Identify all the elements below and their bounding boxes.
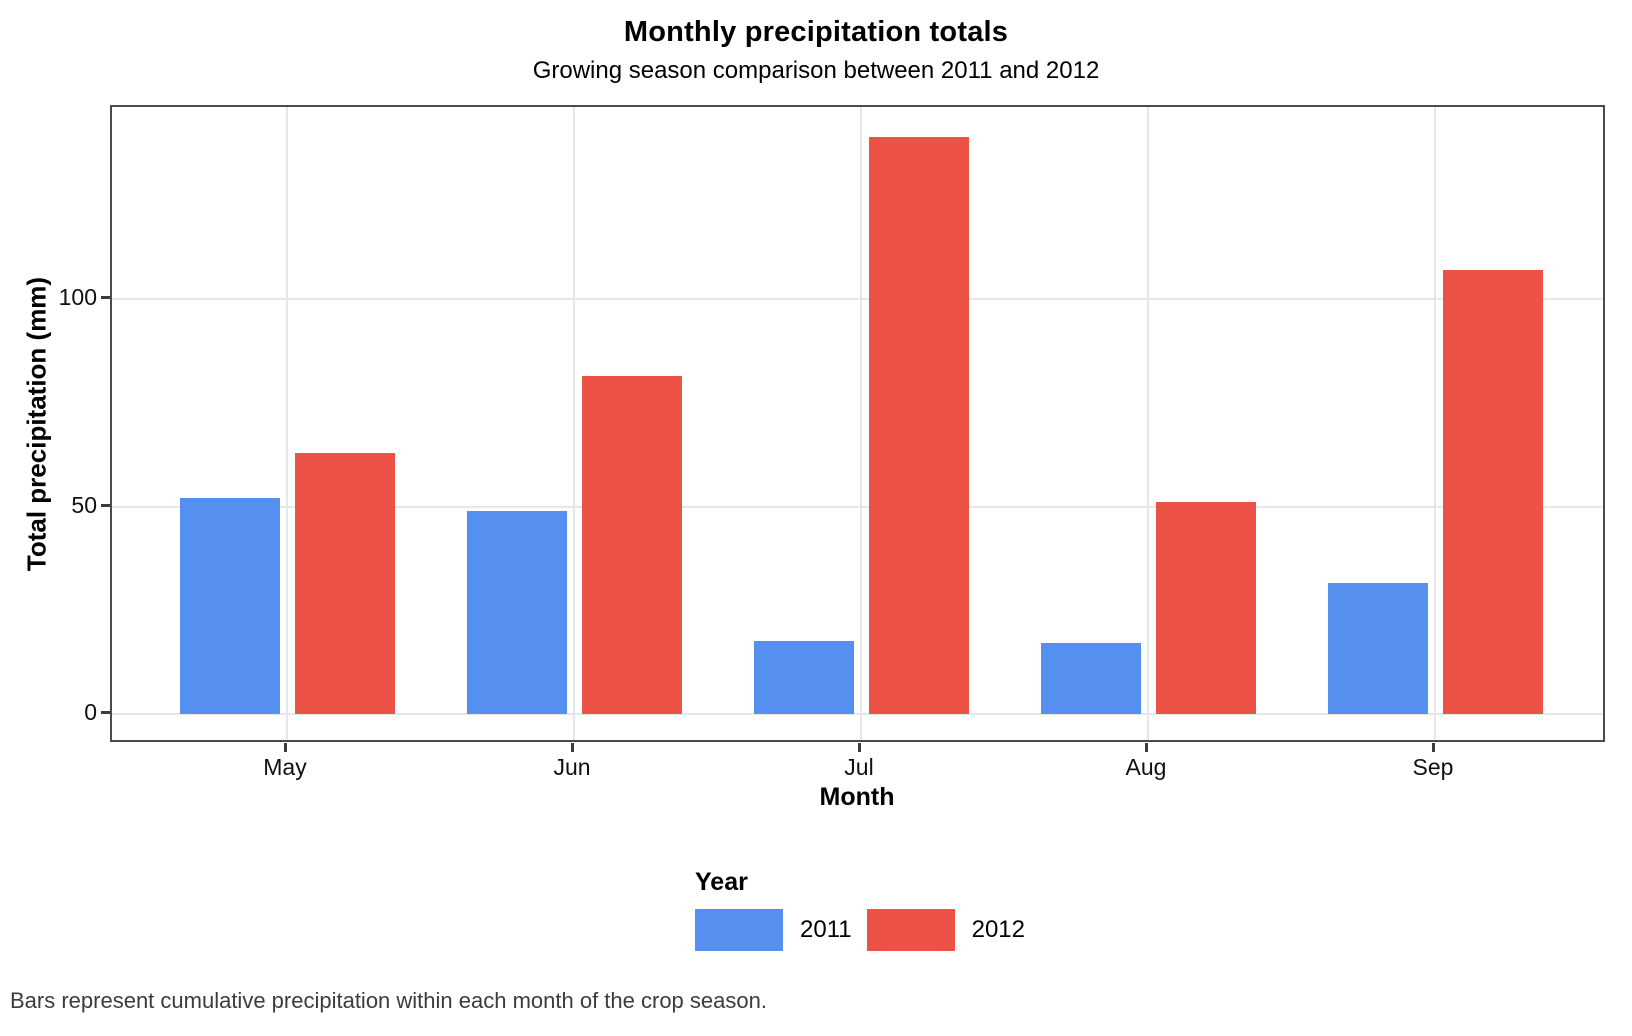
y-tick-label: 100 — [58, 284, 97, 310]
bar-2011-Aug — [1040, 643, 1141, 714]
gridline-x-Sep — [1434, 107, 1436, 740]
x-tick-mark — [284, 743, 287, 752]
bar-2011-Sep — [1327, 583, 1428, 714]
y-tick-mark — [101, 296, 110, 299]
bar-2011-May — [179, 498, 280, 714]
legend-label-2011: 2011 — [800, 916, 852, 943]
chart-title: Monthly precipitation totals — [623, 16, 1009, 48]
bar-2012-May — [294, 452, 395, 714]
y-tick-mark — [101, 503, 110, 507]
x-tick-mark — [858, 743, 861, 752]
x-tick-label: Aug — [1125, 754, 1167, 780]
bar-2011-Jun — [466, 510, 567, 714]
legend-title: Year — [695, 868, 748, 896]
chart-caption: Bars represent cumulative precipitation … — [10, 988, 767, 1013]
chart-panel — [110, 105, 1605, 742]
gridline-y-0 — [112, 713, 1603, 715]
x-tick-mark — [571, 743, 574, 752]
x-tick-label: May — [263, 754, 307, 780]
bar-2012-Aug — [1155, 502, 1256, 714]
gridline-x-May — [286, 107, 288, 740]
gridline-y-100 — [112, 298, 1603, 300]
x-tick-mark — [1145, 743, 1148, 752]
gridline-x-Aug — [1147, 107, 1149, 740]
legend-swatch-2012 — [866, 909, 955, 951]
legend-items: 2011 2012 — [695, 909, 1040, 951]
bar-2011-Jul — [753, 641, 854, 714]
bar-2012-Sep — [1442, 269, 1543, 714]
gridline-x-Jul — [860, 107, 862, 740]
x-tick-label: Jun — [553, 754, 591, 780]
x-tick-label: Jul — [844, 754, 874, 780]
gridline-x-Jun — [573, 107, 575, 740]
legend-swatch-2011 — [695, 909, 783, 951]
bar-2012-Jun — [581, 375, 682, 714]
y-tick-label: 50 — [71, 491, 97, 518]
x-axis-title: Month — [819, 783, 895, 811]
y-tick-mark — [101, 711, 110, 714]
x-tick-label: Sep — [1412, 754, 1454, 780]
x-tick-mark — [1432, 743, 1435, 752]
legend: Year 2011 2012 — [695, 868, 1040, 951]
chart-subtitle: Growing season comparison between 2011 a… — [532, 57, 1100, 84]
bar-2012-Jul — [868, 137, 969, 714]
y-axis-title: Total precipitation (mm) — [21, 276, 52, 572]
gridline-y-50 — [112, 505, 1603, 508]
legend-label-2012: 2012 — [971, 916, 1025, 943]
y-tick-label: 0 — [84, 699, 97, 725]
